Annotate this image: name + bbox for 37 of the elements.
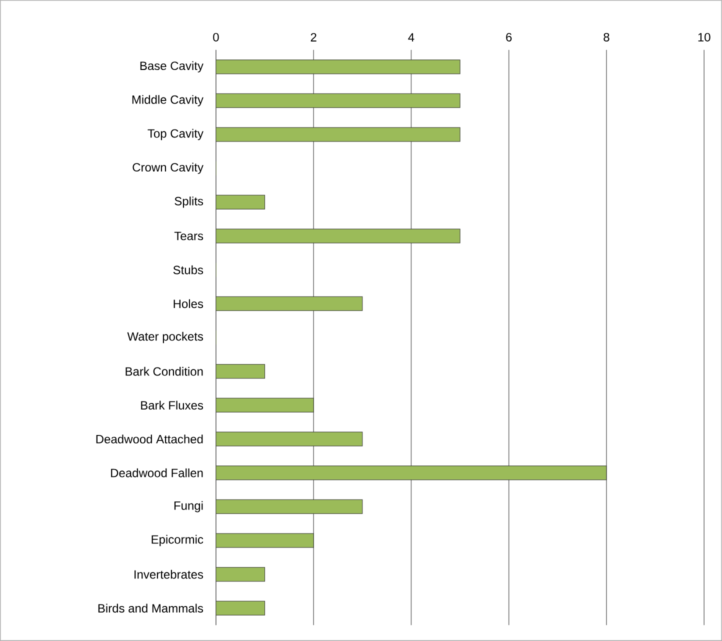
y-tick-label: Fungi (174, 501, 203, 512)
bar (216, 93, 460, 108)
x-tick-label: 2 (310, 33, 316, 42)
bar (216, 364, 266, 379)
bar (216, 127, 460, 142)
y-tick-label: Holes (174, 299, 204, 308)
x-tick-label: 6 (506, 32, 512, 42)
bar (216, 466, 607, 480)
y-tick-label: Deadwood Fallen (111, 468, 203, 478)
y-tick-label: Invertebrates (134, 570, 204, 579)
bar (216, 432, 363, 446)
bar (216, 533, 314, 548)
y-tick-label: Base Cavity (140, 61, 204, 72)
y-tick-label: Middle Cavity (132, 95, 204, 106)
bar (216, 600, 266, 616)
y-tick-label: Crown Cavity (132, 162, 204, 174)
y-tick-label: Tears (174, 232, 204, 240)
x-tick-label: 4 (408, 33, 414, 42)
y-tick-label: Stubs (173, 265, 204, 274)
bar (216, 296, 363, 311)
bar (216, 60, 460, 74)
bar (216, 499, 363, 514)
y-tick-label: Epicormic (152, 534, 204, 546)
y-tick-label: Water pockets (127, 332, 204, 344)
bar (216, 567, 266, 582)
y-tick-label: Top Cavity (148, 128, 204, 140)
y-tick-label: Splits (174, 196, 204, 208)
bar (216, 398, 314, 412)
y-tick-label: Bark Condition (126, 366, 203, 376)
y-tick-label: Bark Fluxes (141, 400, 204, 410)
x-tick-label: 0 (213, 32, 219, 42)
y-tick-label: Birds and Mammals (98, 604, 204, 613)
bar (216, 228, 460, 244)
y-tick-label: Deadwood Attached (96, 434, 203, 444)
bar (216, 194, 266, 210)
x-tick-label: 10 (698, 32, 710, 42)
x-tick-label: 8 (604, 32, 610, 42)
